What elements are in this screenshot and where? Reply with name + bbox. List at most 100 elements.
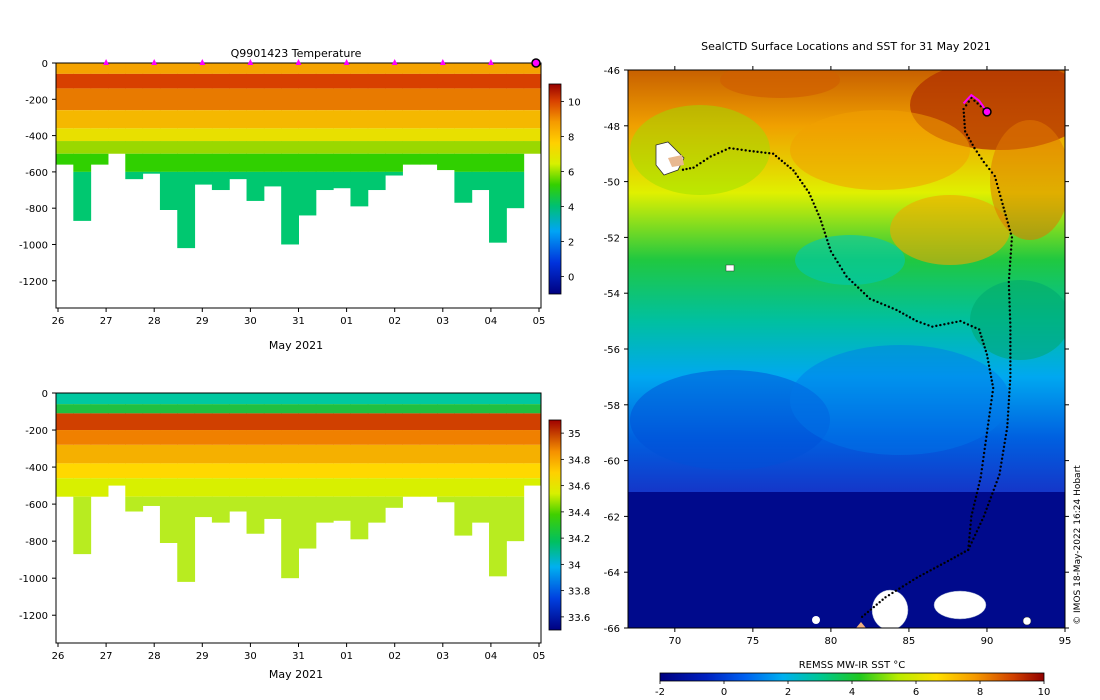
track-point xyxy=(1007,284,1011,288)
track-point xyxy=(851,280,854,284)
salinity-profile-cell xyxy=(177,463,196,479)
temperature-profile-cell xyxy=(90,88,109,111)
temperature-profile-cell xyxy=(107,141,126,154)
temperature-profile-cell xyxy=(315,63,334,74)
temperature-profile-cell xyxy=(159,88,178,111)
salinity-profile-cell xyxy=(142,430,161,445)
temperature-profile-cell xyxy=(298,141,317,154)
seal-track xyxy=(681,93,1014,619)
salinity-profile-cell xyxy=(489,404,507,414)
track-point xyxy=(1008,309,1012,312)
track-point xyxy=(1008,272,1011,276)
track-point xyxy=(1009,356,1012,359)
track-point xyxy=(860,615,864,619)
salinity-profile-cell xyxy=(471,496,490,523)
temperature-profile-cell xyxy=(73,88,92,111)
salinity-profile-cell xyxy=(73,478,92,497)
temperature-profile-cell xyxy=(159,141,178,154)
track-point xyxy=(796,175,800,179)
track-point xyxy=(786,164,789,167)
track-point xyxy=(962,111,966,114)
track-point xyxy=(991,383,994,386)
temperature-profile-cell xyxy=(298,110,317,129)
track-point xyxy=(1009,367,1012,371)
x-tick-label: 05 xyxy=(533,651,546,662)
track-point xyxy=(1008,317,1012,320)
salinity-profile-cell xyxy=(454,430,473,445)
temperature-profile-cell xyxy=(211,63,230,74)
salinity-profile-cell xyxy=(523,430,542,445)
track-point xyxy=(984,439,988,443)
track-point xyxy=(965,133,969,136)
salinity-profile-cell xyxy=(385,404,403,414)
track-point xyxy=(1009,232,1013,235)
track-point xyxy=(717,151,720,155)
temperature-profile-cell xyxy=(177,171,196,249)
track-point xyxy=(982,160,986,164)
track-point xyxy=(1006,425,1009,429)
temperature-profile-cell xyxy=(159,110,178,129)
track-point xyxy=(947,322,950,325)
lat-tick-label: -50 xyxy=(604,178,620,189)
temperature-profile-cell xyxy=(90,141,109,154)
temperature-profile-cell xyxy=(419,141,438,154)
salinity-profile-cell xyxy=(73,430,92,445)
salinity-profile-cell xyxy=(194,430,213,445)
temperature-profile-cell xyxy=(281,110,299,129)
track-point xyxy=(688,167,692,170)
track-point xyxy=(792,169,795,172)
profile-marker xyxy=(103,59,110,65)
salinity-panel: 0 -200 -400 -600 -800 -1000 -1200 26 27 28 29 30 31… xyxy=(19,389,590,681)
x-tick-label: 30 xyxy=(244,316,257,327)
track-point xyxy=(1000,461,1003,464)
salinity-profile-cell xyxy=(211,478,230,497)
salinity-profile-cell xyxy=(333,496,351,521)
track-point xyxy=(1006,221,1009,224)
track-point xyxy=(968,544,972,548)
salinity-profile-cell xyxy=(402,413,421,431)
track-point xyxy=(988,167,991,171)
x-tick-label: 02 xyxy=(388,651,401,662)
salinity-profile-cell xyxy=(281,404,299,414)
track-point xyxy=(1007,280,1011,284)
temperature-profile-cell xyxy=(56,128,74,142)
salinity-profile-cell xyxy=(263,496,282,519)
salinity-colorbar-ticks: 33.6 33.8 34 34.2 34.4 34.6 34.8 35 xyxy=(561,429,590,624)
track-point xyxy=(1010,240,1013,243)
track-point xyxy=(736,148,739,151)
salinity-profile-cell xyxy=(489,444,507,464)
track-point xyxy=(898,587,901,590)
salinity-profile-cell xyxy=(229,430,248,445)
salinity-profile-cell xyxy=(107,413,126,431)
map-colorbar-ticks: -2 0 2 4 6 8 10 xyxy=(655,681,1050,698)
x-tick-label: 02 xyxy=(388,316,401,327)
temperature-profile-cell xyxy=(229,110,248,129)
track-point xyxy=(996,477,1000,480)
profile-marker xyxy=(199,59,206,65)
salinity-profile-cell xyxy=(523,393,542,405)
salinity-profile-cell xyxy=(437,393,455,405)
salinity-profile-cell xyxy=(419,413,438,431)
salinity-profile-cell xyxy=(229,393,248,405)
track-point xyxy=(798,178,802,182)
temperature-profile-cell xyxy=(56,141,74,154)
track-point xyxy=(1004,433,1008,437)
salinity-profile-cell xyxy=(159,478,178,497)
salinity-profile-cell xyxy=(194,393,213,405)
track-point xyxy=(983,447,986,451)
salinity-profile-cell xyxy=(419,430,438,445)
temperature-profile-cell xyxy=(142,128,161,142)
x-tick-label: 27 xyxy=(100,651,113,662)
temperature-profile-cell xyxy=(506,88,525,111)
temperature-profile-cell xyxy=(90,110,109,129)
track-point xyxy=(887,305,891,308)
salinity-profile-cell xyxy=(350,463,369,479)
track-point xyxy=(976,487,980,491)
salinity-profile-cell xyxy=(263,393,282,405)
track-point xyxy=(783,162,786,165)
temperature-profile-cell xyxy=(333,88,351,111)
colorbar-tick-label: 8 xyxy=(568,133,574,144)
salinity-profile-cell xyxy=(419,478,438,497)
salinity-profile-cell xyxy=(367,393,386,405)
salinity-profile-cell xyxy=(56,393,74,405)
